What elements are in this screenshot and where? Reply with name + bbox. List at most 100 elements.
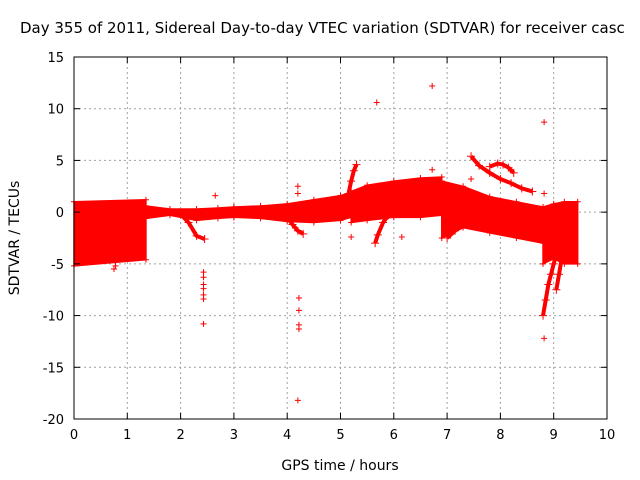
track-point	[200, 235, 209, 244]
band-edge-point	[310, 219, 317, 226]
band-edge-point	[513, 198, 520, 205]
outlier-point	[294, 183, 301, 190]
track-point	[293, 226, 302, 235]
band-edge-point	[257, 215, 264, 222]
band-edge-point	[364, 217, 371, 224]
band-edge-point	[550, 200, 557, 207]
track-point	[493, 159, 502, 168]
outlier-point	[200, 274, 207, 281]
band-edge-point	[574, 260, 581, 267]
track-point	[560, 244, 569, 253]
track-point	[549, 259, 558, 268]
track-point	[459, 220, 468, 229]
band-edge-point	[540, 260, 547, 267]
outlier-point	[200, 269, 207, 276]
outlier-point	[295, 307, 302, 314]
band-edge-point	[417, 214, 424, 221]
x-tick-label: 7	[443, 428, 451, 443]
band-band-3.0-5.2h	[233, 191, 352, 224]
outlier-point	[295, 326, 302, 333]
track-point	[389, 206, 398, 215]
track-point	[371, 239, 380, 248]
outlier-point	[429, 82, 436, 89]
x-tick-label: 3	[230, 428, 238, 443]
outlier-point	[541, 119, 548, 126]
track-point	[379, 218, 388, 227]
band-edge-point	[417, 175, 424, 182]
y-tick-label: 5	[56, 154, 64, 169]
track-point	[552, 285, 561, 294]
track-point	[283, 213, 292, 222]
band-edge-point	[257, 202, 264, 209]
band-edge-point	[310, 196, 317, 203]
band-block-0-1.3h	[73, 198, 147, 267]
track-point	[555, 270, 564, 279]
track-point	[192, 231, 201, 240]
track-point	[552, 249, 561, 258]
outlier-point	[200, 320, 207, 327]
band-edge-point	[142, 202, 149, 209]
track-point	[347, 177, 356, 186]
band-edge-point	[390, 178, 397, 185]
axis-ticks: 0 1 2 3 4 5 6 7 8 9 10 -20 -15 -10 -5 0 5 10 15	[43, 51, 616, 443]
track-point	[517, 184, 526, 193]
outlier-point	[112, 262, 119, 269]
track-point	[451, 226, 460, 235]
track-point	[555, 239, 564, 248]
band-edge-point	[193, 206, 200, 213]
track-point	[496, 175, 505, 184]
track-point	[485, 162, 494, 171]
track-point	[469, 214, 478, 223]
outlier-point	[294, 397, 301, 404]
track-point	[443, 234, 452, 242]
track-dip-4.3	[285, 216, 305, 236]
track-point	[352, 160, 361, 169]
track-point	[507, 179, 516, 188]
x-tick-label: 8	[496, 428, 504, 443]
outlier-point	[212, 192, 219, 199]
outlier-point	[200, 285, 207, 292]
y-tick-label: -20	[43, 413, 64, 428]
data-series	[71, 82, 581, 404]
track-point	[349, 166, 358, 175]
y-tick-label: -5	[51, 258, 64, 273]
track-peak-7.5	[469, 154, 533, 194]
band-edge-point	[364, 182, 371, 189]
outlier-point	[541, 190, 548, 197]
track-point	[541, 296, 550, 305]
track-point	[299, 229, 308, 238]
band-edge-point	[214, 205, 221, 212]
track-point	[373, 230, 382, 239]
track-point	[565, 228, 574, 237]
band-edge-point	[142, 215, 149, 222]
band-edge-point	[230, 214, 237, 221]
outlier-point	[200, 296, 207, 303]
outlier-point	[110, 266, 117, 273]
band-edge-point	[337, 217, 344, 224]
track-point	[344, 189, 353, 198]
band-band-5.2-6.9h	[350, 176, 443, 224]
band-edge-point	[390, 214, 397, 221]
x-tick-label: 4	[283, 428, 291, 443]
track-point	[509, 168, 518, 177]
band-edge-point	[574, 198, 581, 205]
outlier-point	[294, 190, 301, 197]
band-edge-point	[513, 235, 520, 241]
band-edge-point	[142, 196, 149, 203]
band-edge-point	[486, 193, 493, 200]
y-tick-label: -10	[43, 310, 64, 325]
band-edge-point	[193, 217, 200, 224]
track-point	[288, 220, 297, 229]
band-edge-point	[460, 183, 467, 190]
x-tick-label: 9	[550, 428, 558, 443]
outlier-point	[373, 99, 380, 106]
y-tick-label: -15	[43, 361, 64, 376]
outlier-point	[468, 176, 475, 183]
band-edge-point	[486, 229, 493, 236]
track-point	[528, 187, 537, 196]
track-point	[499, 160, 508, 169]
track-point	[480, 210, 489, 219]
track-point	[557, 254, 566, 263]
track-point	[504, 163, 513, 172]
track-point	[384, 211, 393, 220]
